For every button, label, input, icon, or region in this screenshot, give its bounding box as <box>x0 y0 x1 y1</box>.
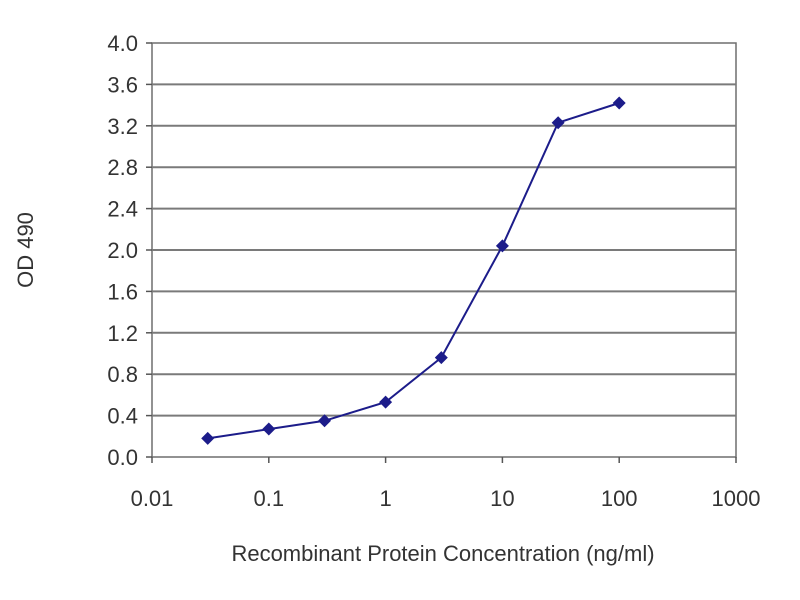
data-point <box>434 351 448 365</box>
x-tick-label: 0.01 <box>131 486 174 511</box>
data-point <box>551 116 565 130</box>
y-tick-label: 0.8 <box>107 362 138 387</box>
y-tick-label: 1.6 <box>107 279 138 304</box>
y-tick-label: 0.4 <box>107 404 138 429</box>
y-axis-ticks: 0.0 0.4 0.8 1.2 1.6 2.0 2.4 2.8 3.2 3.6 4.0 <box>107 31 152 470</box>
data-point <box>262 422 276 436</box>
x-tick-label: 1 <box>379 486 391 511</box>
data-point <box>612 96 626 110</box>
x-axis-title: Recombinant Protein Concentration (ng/ml… <box>231 541 654 566</box>
series-line <box>207 102 620 440</box>
y-axis-title: OD 490 <box>13 212 38 288</box>
y-tick-label: 4.0 <box>107 31 138 56</box>
y-tick-label: 3.6 <box>107 72 138 97</box>
x-axis-ticks: 0.01 0.1 1 10 100 1000 <box>131 457 761 511</box>
y-tick-label: 3.2 <box>107 114 138 139</box>
data-point <box>318 414 332 428</box>
x-tick-label: 100 <box>601 486 638 511</box>
x-tick-label: 0.1 <box>254 486 285 511</box>
data-point <box>495 239 509 253</box>
y-tick-label: 0.0 <box>107 445 138 470</box>
data-point <box>379 395 393 409</box>
y-tick-label: 2.4 <box>107 197 138 222</box>
y-tick-label: 1.2 <box>107 321 138 346</box>
series-layer <box>201 96 626 445</box>
y-tick-label: 2.0 <box>107 238 138 263</box>
x-tick-label: 1000 <box>712 486 761 511</box>
gridlines <box>152 83 736 417</box>
y-tick-label: 2.8 <box>107 155 138 180</box>
x-tick-label: 10 <box>490 486 514 511</box>
data-point <box>201 431 215 445</box>
